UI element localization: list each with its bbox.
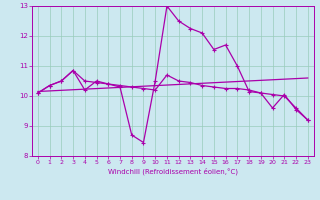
X-axis label: Windchill (Refroidissement éolien,°C): Windchill (Refroidissement éolien,°C) xyxy=(108,168,238,175)
